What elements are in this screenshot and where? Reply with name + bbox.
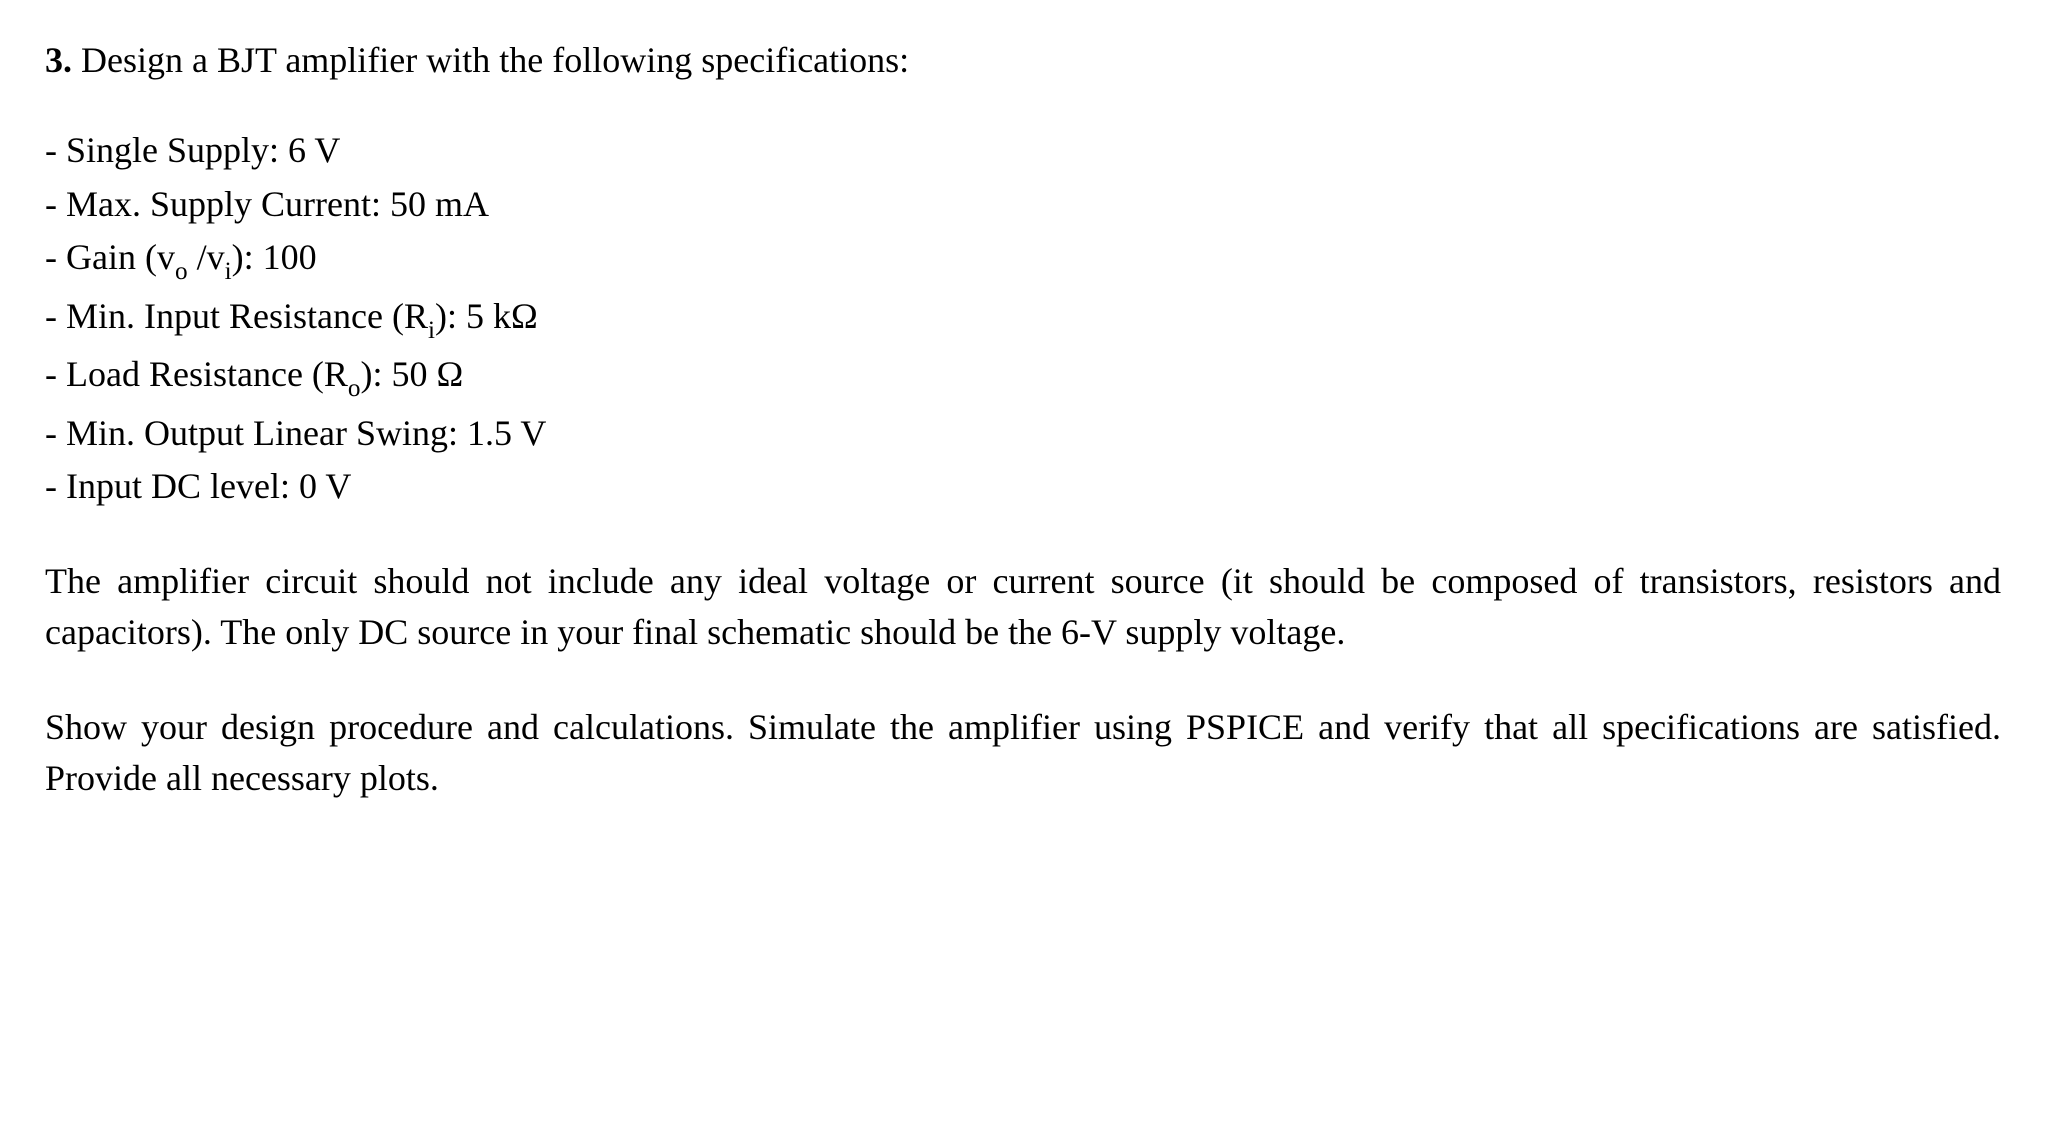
spec-subscript: o [348,375,361,402]
spec-subscript: i [225,258,232,285]
spec-item-input-dc: - Input DC level: 0 V [45,461,2001,511]
spec-text-pre: Min. Input Resistance (R [66,296,428,336]
spec-item-load-resistance: - Load Resistance (Ro): 50 Ω [45,349,2001,404]
spec-text: Single Supply: 6 V [66,130,340,170]
spec-text: Input DC level: 0 V [66,466,351,506]
spec-item-input-resistance: - Min. Input Resistance (Ri): 5 kΩ [45,291,2001,346]
spec-prefix: - [45,184,66,224]
spec-item-supply: - Single Supply: 6 V [45,125,2001,175]
spec-prefix: - [45,413,66,453]
spec-text-suffix: ): 5 kΩ [435,296,538,336]
instruction-paragraph: Show your design procedure and calculati… [45,702,2001,803]
spec-text-pre: Load Resistance (R [66,354,348,394]
spec-prefix: - [45,130,66,170]
spec-item-output-swing: - Min. Output Linear Swing: 1.5 V [45,408,2001,458]
spec-subscript: o [175,258,188,285]
spec-prefix: - [45,237,66,277]
spec-item-gain: - Gain (vo /vi): 100 [45,232,2001,287]
spec-prefix: - [45,296,66,336]
spec-text-suffix: ): 100 [232,237,317,277]
spec-text-suffix: ): 50 Ω [361,354,464,394]
spec-item-current: - Max. Supply Current: 50 mA [45,179,2001,229]
problem-heading: 3. Design a BJT amplifier with the follo… [45,35,2001,85]
spec-text-mid: /v [188,237,225,277]
spec-subscript: i [428,317,435,344]
constraint-paragraph: The amplifier circuit should not include… [45,556,2001,657]
spec-prefix: - [45,466,66,506]
specifications-list: - Single Supply: 6 V - Max. Supply Curre… [45,125,2001,511]
spec-text-pre: Gain (v [66,237,175,277]
spec-text: Max. Supply Current: 50 mA [66,184,489,224]
spec-text: Min. Output Linear Swing: 1.5 V [66,413,546,453]
problem-title-text: Design a BJT amplifier with the followin… [81,40,909,80]
problem-number: 3. [45,40,72,80]
spec-prefix: - [45,354,66,394]
